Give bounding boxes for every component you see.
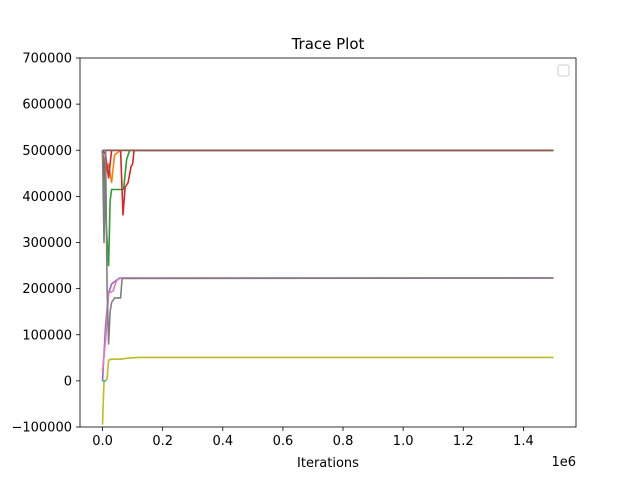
y-tick-label: 400000	[22, 190, 72, 205]
y-tick-label: 300000	[22, 236, 72, 251]
chart-title: Trace Plot	[291, 35, 365, 53]
x-tick-label: 0.8	[333, 434, 354, 449]
y-tick-label: 600000	[22, 98, 72, 113]
x-tick-label: 1.0	[393, 434, 414, 449]
series-line-8	[101, 149, 554, 345]
x-tick-label: 1.4	[513, 434, 534, 449]
x-tick-label: 0.2	[152, 434, 173, 449]
y-tick-label: 200000	[22, 282, 72, 297]
y-tick-label: 500000	[22, 144, 72, 159]
series-line-4	[101, 149, 554, 216]
x-tick-label: 0.4	[212, 434, 233, 449]
x-tick-label: 0.6	[273, 434, 294, 449]
y-tick-label: −100000	[11, 421, 72, 436]
x-axis-offset-label: 1e6	[551, 455, 576, 470]
y-tick-label: 0	[64, 374, 72, 389]
series-layer	[101, 149, 554, 425]
y-axis: −100000 0 100000 200000 300000 400000 500000 60…	[11, 52, 80, 436]
x-axis: 0.0 0.2 0.4 0.6 0.8 1.0 1.2 1.4	[92, 427, 534, 449]
y-tick-label: 700000	[22, 52, 72, 67]
legend-box	[557, 64, 570, 77]
x-tick-label: 0.0	[92, 434, 113, 449]
x-axis-label: Iterations	[297, 456, 359, 471]
y-tick-label: 100000	[22, 328, 72, 343]
series-line-7	[101, 277, 554, 372]
x-tick-label: 1.2	[453, 434, 474, 449]
